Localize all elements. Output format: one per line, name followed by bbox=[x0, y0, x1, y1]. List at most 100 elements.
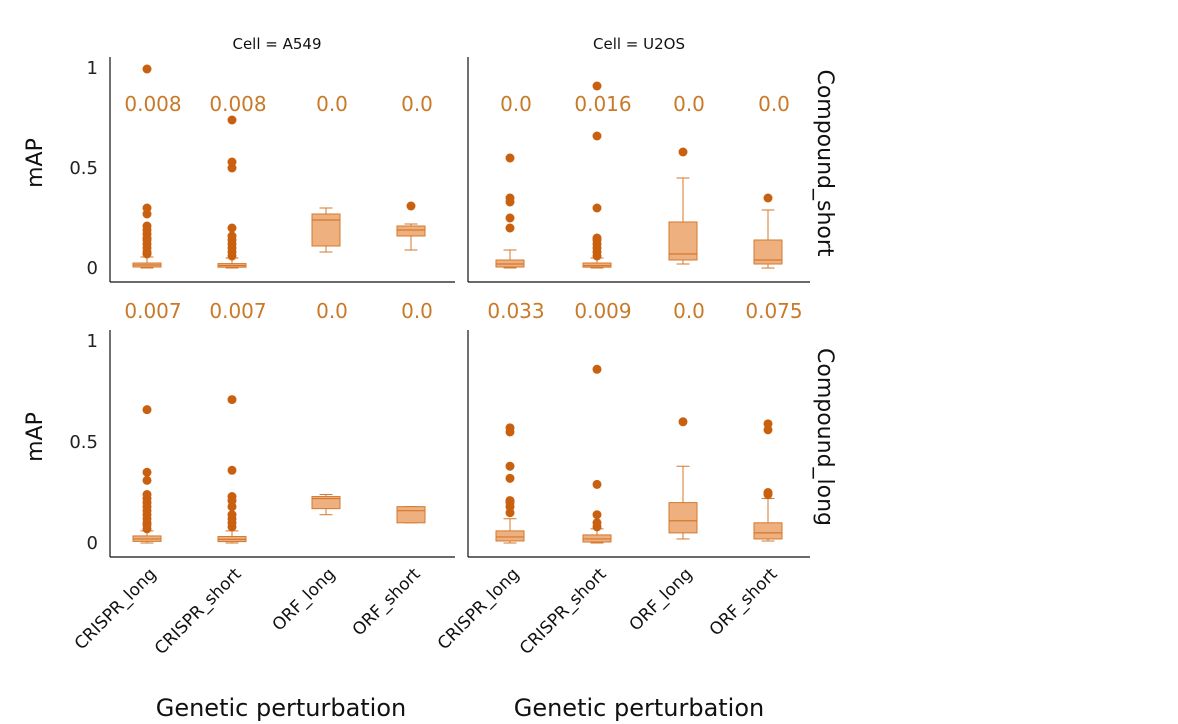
box-ORF_short bbox=[753, 419, 783, 542]
annotation-value: 0.007 bbox=[124, 299, 181, 323]
outlier-point bbox=[592, 479, 602, 489]
box-ORF_short bbox=[396, 201, 426, 251]
box-body bbox=[396, 506, 426, 524]
box-CRISPR_long bbox=[495, 423, 525, 544]
annotation-value: 0.016 bbox=[574, 92, 631, 116]
outlier-point bbox=[227, 465, 237, 475]
outlier-point bbox=[592, 510, 602, 520]
outlier-point bbox=[763, 193, 773, 203]
outlier-point bbox=[505, 213, 515, 223]
x-tick-label: CRISPR_short bbox=[516, 564, 611, 659]
outlier-point bbox=[505, 193, 515, 203]
x-tick-label: CRISPR_short bbox=[151, 564, 246, 659]
panel-1-1: 0 0.5 1 0.008 0.008 0.0 0.0 bbox=[69, 57, 455, 283]
outlier-point bbox=[505, 496, 515, 506]
y-tick-label: 1 bbox=[87, 331, 98, 352]
outlier-point bbox=[227, 492, 237, 502]
outlier-point bbox=[505, 461, 515, 471]
box-ORF_short bbox=[396, 506, 426, 524]
outlier-point bbox=[227, 223, 237, 233]
x-tick-label: ORF_short bbox=[706, 564, 782, 640]
annotation-value: 0.0 bbox=[401, 299, 433, 323]
outlier-point bbox=[227, 157, 237, 167]
box-body bbox=[311, 213, 341, 247]
box-CRISPR_short bbox=[582, 81, 612, 269]
facet-panels: 0 0.5 1 0.008 0.008 0.0 0.0 0.0 0.016 0.0 0.0 0 0.5 1… bbox=[69, 57, 810, 659]
annotation-value: 0.0 bbox=[316, 92, 348, 116]
outlier-point bbox=[142, 467, 152, 477]
box-body bbox=[311, 496, 341, 510]
annotation-value: 0.0 bbox=[758, 92, 790, 116]
outlier-point bbox=[592, 203, 602, 213]
y-tick-label: 0.5 bbox=[69, 432, 98, 453]
outlier-point bbox=[592, 131, 602, 141]
box-body bbox=[495, 530, 525, 542]
outlier-point bbox=[227, 231, 237, 241]
box-ORF_long bbox=[668, 147, 698, 265]
outlier-point bbox=[406, 201, 416, 211]
y-axis-label-top: mAP bbox=[23, 138, 48, 188]
annotation-value: 0.008 bbox=[124, 92, 181, 116]
outlier-point bbox=[142, 475, 152, 485]
outlier-point bbox=[592, 364, 602, 374]
y-tick-label: 0 bbox=[87, 258, 98, 279]
box-body bbox=[753, 522, 783, 540]
outlier-point bbox=[142, 221, 152, 231]
box-ORF_short bbox=[753, 193, 783, 269]
outlier-point bbox=[678, 417, 688, 427]
x-tick-label: ORF_short bbox=[349, 564, 425, 640]
outlier-point bbox=[505, 473, 515, 483]
outlier-point bbox=[763, 419, 773, 429]
outlier-point bbox=[142, 490, 152, 500]
box-ORF_long bbox=[311, 494, 341, 516]
x-tick-label: ORF_long bbox=[269, 564, 340, 635]
annotation-value: 0.0 bbox=[673, 299, 705, 323]
box-CRISPR_short bbox=[217, 395, 247, 544]
box-body bbox=[396, 225, 426, 237]
outlier-point bbox=[592, 81, 602, 91]
row-title-compound-short: Compound_short bbox=[812, 69, 837, 256]
column-title-a549: Cell = A549 bbox=[232, 35, 321, 53]
annotation-value: 0.033 bbox=[487, 299, 544, 323]
box-ORF_long bbox=[311, 207, 341, 253]
annotation-value: 0.009 bbox=[574, 299, 631, 323]
outlier-point bbox=[142, 405, 152, 415]
box-CRISPR_short bbox=[217, 115, 247, 269]
annotation-value: 0.0 bbox=[500, 92, 532, 116]
outlier-point bbox=[592, 233, 602, 243]
y-axis-label-bottom: mAP bbox=[23, 412, 48, 462]
x-tick-label: CRISPR_long bbox=[434, 564, 524, 654]
outlier-point bbox=[505, 223, 515, 233]
outlier-point bbox=[763, 488, 773, 497]
box-CRISPR_short bbox=[582, 364, 612, 544]
x-tick-label: CRISPR_long bbox=[71, 564, 161, 654]
column-title-u2os: Cell = U2OS bbox=[593, 35, 685, 53]
outlier-point bbox=[678, 147, 688, 157]
outlier-point bbox=[142, 64, 152, 74]
x-tick-label: ORF_long bbox=[626, 564, 697, 635]
panel-2-2: 0.033 0.009 0.0 0.075 CRISPR_longCRISPR_shor… bbox=[434, 299, 810, 659]
box-CRISPR_long bbox=[495, 153, 525, 269]
annotation-value: 0.0 bbox=[316, 299, 348, 323]
box-ORF_long bbox=[668, 417, 698, 540]
annotation-value: 0.0 bbox=[401, 92, 433, 116]
annotation-value: 0.075 bbox=[745, 299, 802, 323]
y-tick-label: 0.5 bbox=[69, 158, 98, 179]
outlier-point bbox=[227, 395, 237, 405]
outlier-point bbox=[592, 518, 602, 528]
outlier-point bbox=[227, 115, 237, 125]
outlier-point bbox=[142, 203, 152, 213]
annotation-value: 0.0 bbox=[673, 92, 705, 116]
outlier-point bbox=[505, 423, 515, 433]
panel-1-2: 0.0 0.016 0.0 0.0 bbox=[467, 57, 810, 283]
box-CRISPR_long bbox=[132, 405, 162, 544]
annotation-value: 0.007 bbox=[209, 299, 266, 323]
y-tick-label: 0 bbox=[87, 533, 98, 554]
x-axis-label-u2os: Genetic perturbation bbox=[514, 694, 765, 722]
x-axis-label-a549: Genetic perturbation bbox=[156, 694, 407, 722]
box-body bbox=[668, 502, 698, 534]
box-CRISPR_long bbox=[132, 64, 162, 269]
y-tick-label: 1 bbox=[87, 58, 98, 79]
outlier-point bbox=[227, 510, 237, 520]
